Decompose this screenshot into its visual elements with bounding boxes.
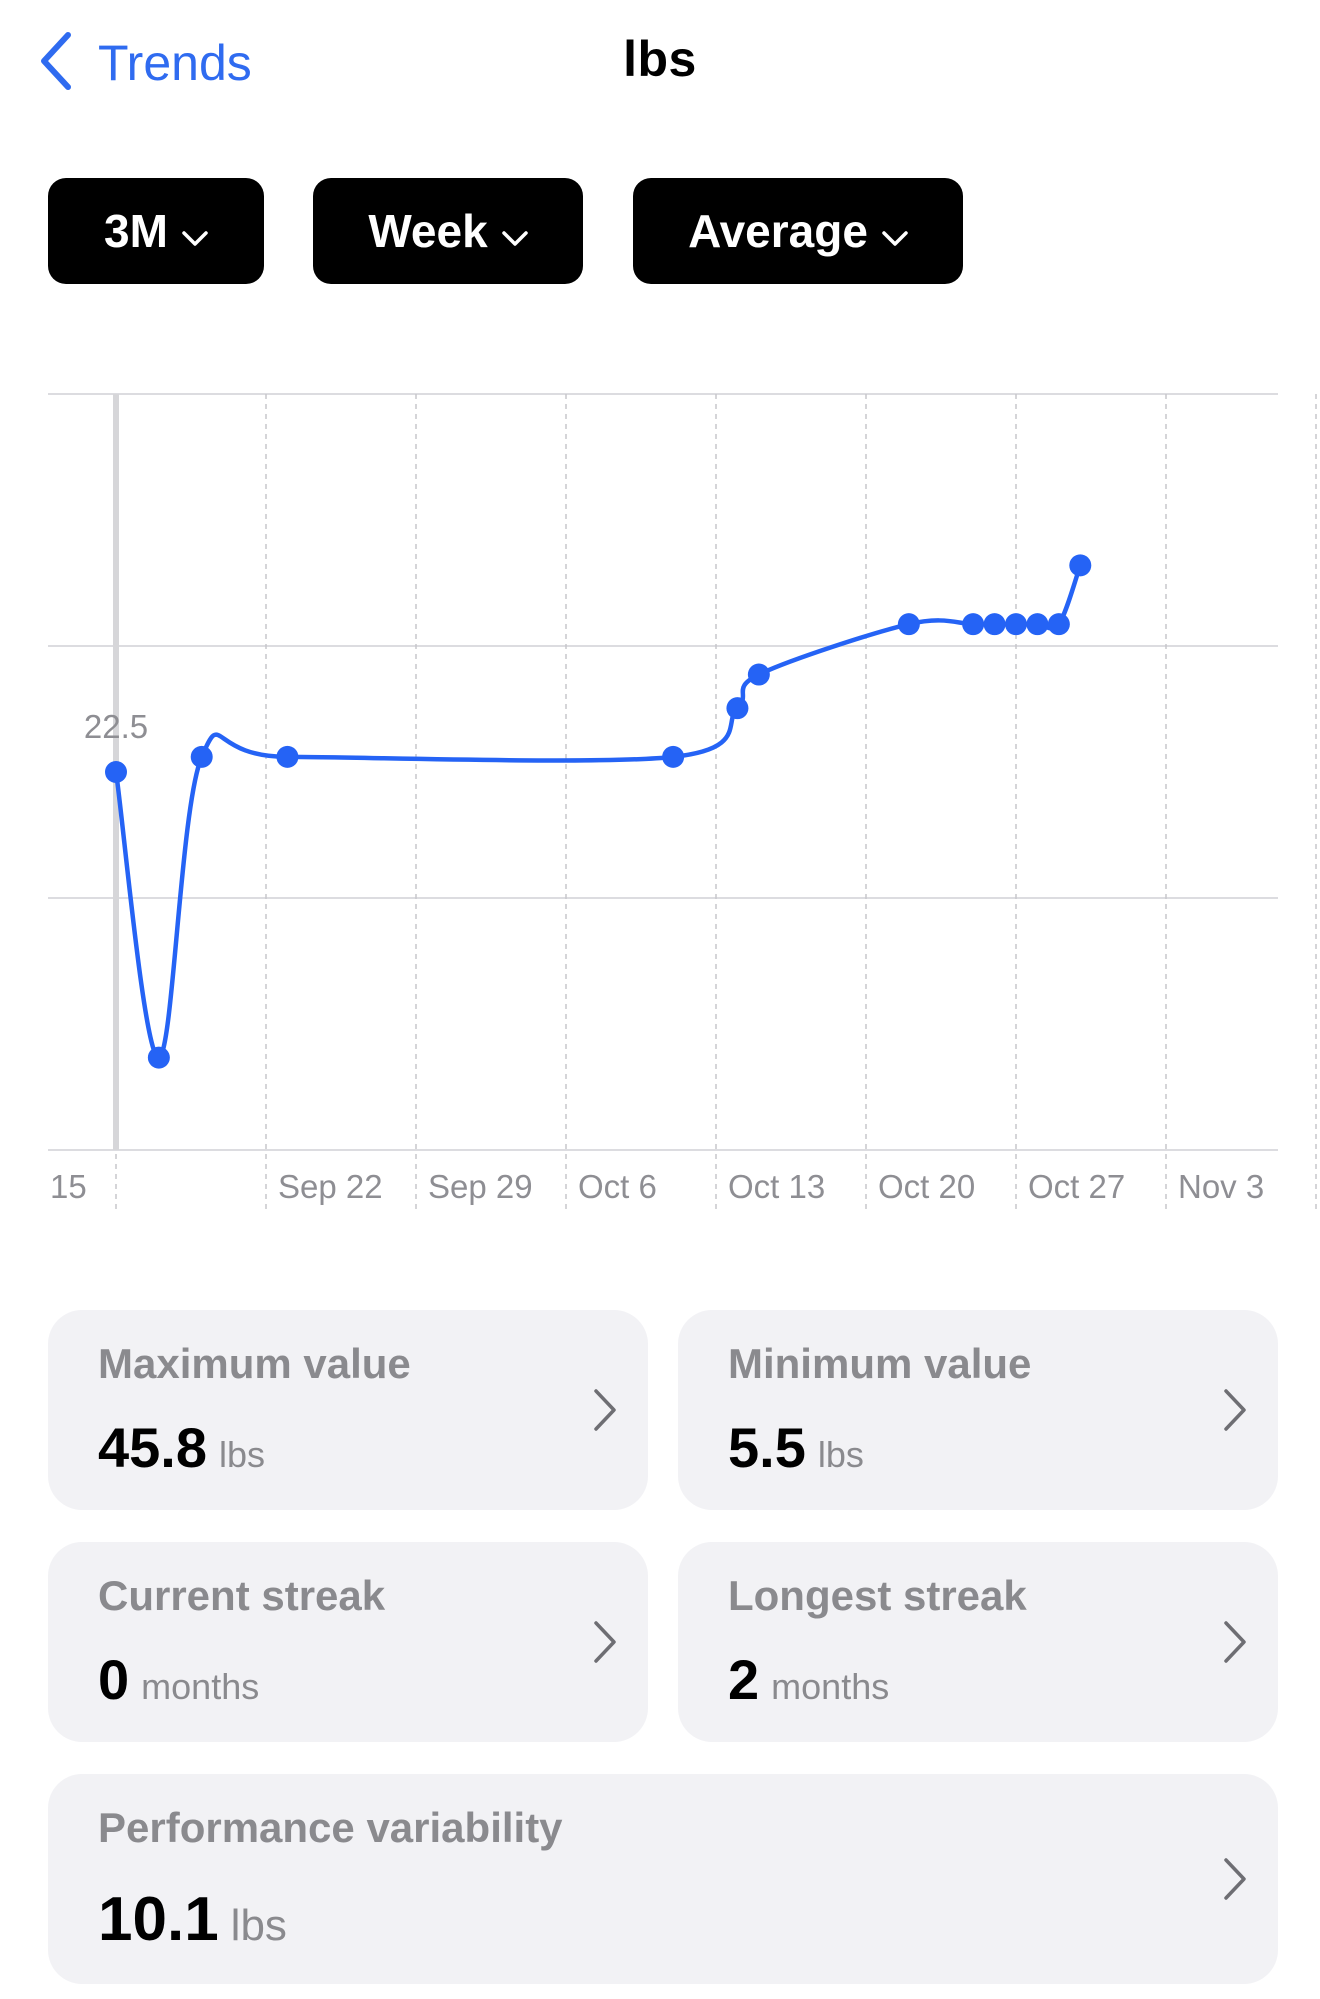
stat-unit: months	[141, 1666, 260, 1707]
data-point	[983, 613, 1006, 636]
stat-value-row: 5.5 lbs	[728, 1415, 864, 1480]
x-tick-label: Sep 22	[278, 1168, 383, 1205]
data-point	[147, 1046, 170, 1069]
stat-card-performance-variability[interactable]: Performance variability 10.1 lbs	[48, 1774, 1278, 1984]
aggregation-dropdown[interactable]: Average	[633, 178, 963, 284]
range-dropdown-label: 3M	[104, 205, 168, 257]
data-point	[962, 613, 985, 636]
stat-value: 2	[728, 1648, 760, 1711]
trend-chart[interactable]: 15 Sep 22 Sep 29 Oct 6 Oct 13 Oct 20 Oct 27 Nov…	[0, 370, 1320, 1220]
navigation-bar: Trends lbs	[0, 0, 1320, 130]
chevron-left-icon	[38, 31, 74, 96]
stat-value: 0	[98, 1648, 130, 1711]
selected-value-label: 22.5	[84, 708, 148, 745]
stat-value-row: 0 months	[98, 1647, 259, 1712]
data-point	[190, 745, 213, 768]
stat-title: Longest streak	[728, 1572, 1027, 1619]
data-point	[1047, 613, 1070, 636]
range-dropdown[interactable]: 3M	[48, 178, 264, 284]
stat-value-row: 45.8 lbs	[98, 1415, 265, 1480]
chevron-down-icon	[168, 204, 208, 258]
interval-dropdown-label: Week	[368, 205, 488, 257]
stat-value: 10.1	[98, 1885, 219, 1954]
chevron-right-icon	[1222, 1310, 1252, 1510]
data-point	[747, 663, 770, 686]
stat-value-row: 10.1 lbs	[98, 1884, 287, 1955]
chevron-right-icon	[1222, 1542, 1252, 1742]
stat-value-row: 2 months	[728, 1647, 889, 1712]
data-point	[662, 745, 685, 768]
stat-title: Performance variability	[98, 1804, 563, 1851]
data-point	[1026, 613, 1049, 636]
series-line	[113, 563, 1083, 1060]
x-tick-label: Nov 3	[1178, 1168, 1264, 1205]
x-tick-label: Sep 29	[428, 1168, 533, 1205]
x-tick-label: 15	[50, 1168, 87, 1205]
data-point	[1069, 554, 1092, 577]
data-point	[1005, 613, 1027, 636]
x-tick-label: Oct 20	[878, 1168, 975, 1205]
stat-title: Current streak	[98, 1572, 386, 1619]
data-point	[276, 745, 299, 768]
page-title: lbs	[623, 31, 697, 87]
stat-unit: lbs	[817, 1434, 864, 1475]
x-tick-label: Oct 27	[1028, 1168, 1125, 1205]
back-button[interactable]: Trends	[38, 28, 252, 98]
x-tick-label: Oct 6	[578, 1168, 657, 1205]
x-tick-label: Oct 13	[728, 1168, 825, 1205]
chevron-right-icon	[592, 1542, 622, 1742]
stat-value: 5.5	[728, 1416, 806, 1479]
stat-card-minimum[interactable]: Minimum value 5.5 lbs	[678, 1310, 1278, 1510]
aggregation-dropdown-label: Average	[688, 205, 868, 257]
interval-dropdown[interactable]: Week	[313, 178, 583, 284]
stat-value: 45.8	[98, 1416, 207, 1479]
stat-unit: lbs	[219, 1434, 266, 1475]
stat-unit: lbs	[230, 1901, 287, 1950]
stat-title: Maximum value	[98, 1340, 411, 1387]
stat-card-maximum[interactable]: Maximum value 45.8 lbs	[48, 1310, 648, 1510]
data-point	[726, 697, 749, 720]
chevron-right-icon	[592, 1310, 622, 1510]
stat-card-longest-streak[interactable]: Longest streak 2 months	[678, 1542, 1278, 1742]
data-point	[897, 613, 920, 636]
data-point	[105, 761, 127, 783]
chevron-right-icon	[1222, 1774, 1252, 1984]
chevron-down-icon	[488, 204, 528, 258]
stat-title: Minimum value	[728, 1340, 1032, 1387]
back-button-label: Trends	[98, 35, 252, 91]
chevron-down-icon	[868, 204, 908, 258]
stat-card-current-streak[interactable]: Current streak 0 months	[48, 1542, 648, 1742]
stat-unit: months	[771, 1666, 890, 1707]
trend-chart-svg: 15 Sep 22 Sep 29 Oct 6 Oct 13 Oct 20 Oct 27 Nov…	[48, 393, 1317, 1212]
